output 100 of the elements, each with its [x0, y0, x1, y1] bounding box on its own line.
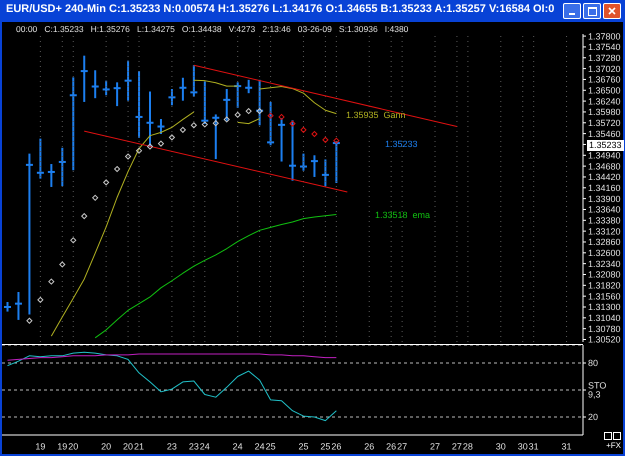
candlestick — [124, 60, 132, 102]
candlestick — [267, 100, 274, 146]
y-tick-label: 1.32080 — [588, 270, 621, 280]
x-tick-label: 20 — [123, 441, 134, 452]
y-tick-label: 1.35980 — [588, 107, 621, 118]
y-tick-label: 1.34940 — [588, 150, 621, 160]
point — [246, 108, 252, 114]
y-tick-label: 1.30520 — [588, 334, 621, 345]
x-tick-label: 30 — [518, 441, 528, 452]
y-tick-label: 1.37800 — [588, 31, 621, 42]
point — [224, 116, 230, 122]
x-tick-label: 28 — [462, 441, 473, 452]
point — [234, 112, 241, 118]
candlestick — [136, 70, 143, 139]
point — [311, 131, 318, 138]
point — [202, 121, 208, 128]
point — [180, 126, 186, 133]
y-tick-label: 1.36500 — [588, 85, 621, 96]
y-tick-label: 1.34420 — [588, 172, 621, 182]
candlestick — [102, 80, 110, 96]
x-tick-label: 27 — [452, 441, 462, 452]
y-tick-label: 1.32860 — [588, 237, 621, 248]
y-tick-label: 1.33120 — [588, 226, 621, 236]
x-tick-label: 24 — [200, 441, 210, 452]
point — [26, 318, 32, 324]
point — [103, 179, 110, 186]
line-series — [6, 354, 337, 361]
candlestick — [157, 118, 164, 136]
annotation: 1.35233 — [385, 139, 418, 150]
point — [256, 108, 263, 114]
y-tick-label: 1.36240 — [588, 96, 621, 106]
point — [114, 166, 120, 172]
point — [92, 194, 98, 201]
point — [212, 120, 219, 126]
candlestick — [48, 163, 55, 188]
x-tick-label: 23 — [166, 441, 177, 452]
candlestick — [168, 88, 176, 106]
y-tick-label: 1.36760 — [588, 74, 621, 85]
x-tick-label: 19 — [35, 441, 46, 452]
y-tick-label: 1.32340 — [588, 258, 621, 269]
point — [146, 144, 153, 150]
y-tick-label: 20 — [588, 412, 598, 422]
candlestick — [245, 78, 252, 94]
y-tick-label: 1.33640 — [588, 204, 621, 215]
y-tick-label: 1.31820 — [588, 280, 621, 291]
y-tick-label: 1.30780 — [588, 324, 621, 334]
x-tick-label: 30 — [496, 441, 506, 452]
y-tick-label: STO 9,3 — [588, 380, 606, 400]
y-tick-label: 1.33900 — [588, 194, 621, 204]
y-tick-label: 1.34160 — [588, 182, 621, 193]
line-series — [50, 111, 194, 337]
candlestick — [92, 69, 99, 100]
chart-subtitle: 00:00 C:1.35233 H:1.35276 L:1.34275 O:1.34438 V:4273 2:13:46 03-26-09 S:1.30936 I:4380 — [16, 24, 408, 34]
y-tick-label: 1.37020 — [588, 64, 621, 74]
x-tick-label: 20 — [101, 441, 112, 452]
point — [300, 126, 306, 133]
x-tick-label: 19 — [57, 441, 68, 452]
x-tick-label: 26 — [331, 441, 342, 452]
candlestick — [201, 80, 208, 126]
candlestick — [146, 90, 154, 148]
point — [333, 138, 340, 144]
candlestick — [80, 54, 88, 103]
x-tick-label: 24 — [232, 441, 243, 452]
x-tick-label: 27 — [397, 441, 408, 452]
candlestick — [4, 300, 11, 313]
point — [59, 261, 66, 268]
y-tick-label: 1.31560 — [588, 291, 621, 302]
point — [136, 148, 142, 154]
point — [48, 278, 54, 285]
annotation: 1.33518 ema — [375, 210, 430, 221]
candlestick — [212, 113, 220, 160]
y-tick-label: 1.31300 — [588, 302, 621, 312]
y-tick-label: 1.35460 — [588, 128, 621, 139]
x-tick-label: 25 — [320, 441, 330, 452]
line-series — [6, 352, 337, 422]
x-tick-label: 25 — [298, 441, 308, 452]
candlestick — [58, 146, 66, 188]
x-tick-label: 27 — [430, 441, 440, 452]
candlestick — [190, 64, 198, 98]
point — [268, 112, 274, 119]
candlestick — [26, 152, 33, 316]
x-tick-label: 24 — [254, 441, 265, 452]
x-tick-label: 26 — [386, 441, 396, 452]
y-tick-label: 1.35720 — [588, 118, 621, 128]
candlestick — [310, 154, 318, 178]
point — [168, 134, 175, 140]
x-tick-label: 31 — [562, 441, 572, 452]
candlestick — [70, 76, 77, 172]
point — [158, 140, 164, 147]
point — [190, 122, 197, 128]
candlestick — [223, 88, 230, 122]
point — [322, 136, 328, 143]
annotation: 1.35935 Gann — [346, 110, 406, 121]
line-series — [259, 86, 337, 114]
candlestick — [114, 81, 121, 108]
line-series — [94, 214, 337, 338]
candlestick — [179, 76, 186, 102]
candlestick — [14, 290, 22, 321]
chart-title: EUR/USD+ 240-Min C:1.35233 N:0.00574 H:1.35276 L:1.34176 O:1.34655 B:1.35233 A:1.35257 V:16584 OI:0 — [6, 3, 554, 15]
point — [81, 213, 88, 220]
